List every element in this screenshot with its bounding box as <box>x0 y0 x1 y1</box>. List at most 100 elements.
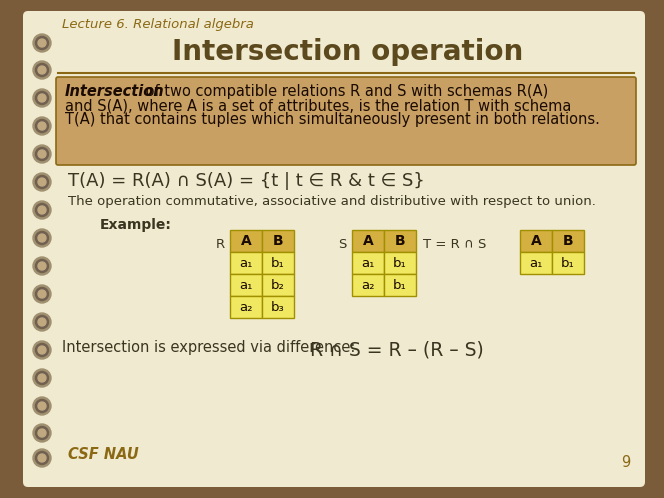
Text: Intersection: Intersection <box>65 84 165 99</box>
Text: B: B <box>394 234 405 248</box>
Circle shape <box>33 313 51 331</box>
Bar <box>230 230 262 252</box>
Text: The operation commutative, associative and distributive with respect to union.: The operation commutative, associative a… <box>68 195 596 208</box>
Text: a₁: a₁ <box>361 256 374 269</box>
Bar <box>262 274 294 296</box>
Text: of two compatible relations R and S with schemas R(A): of two compatible relations R and S with… <box>141 84 548 99</box>
Circle shape <box>38 454 46 462</box>
Circle shape <box>38 262 46 270</box>
Circle shape <box>33 285 51 303</box>
Text: S: S <box>338 238 347 251</box>
Text: R ∩ S = R – (R – S): R ∩ S = R – (R – S) <box>310 340 484 359</box>
Text: b₁: b₁ <box>393 256 407 269</box>
Text: B: B <box>273 234 284 248</box>
Bar <box>520 230 552 252</box>
Bar <box>520 252 552 274</box>
Circle shape <box>33 89 51 107</box>
Circle shape <box>35 120 48 132</box>
Text: Intersection is expressed via difference:: Intersection is expressed via difference… <box>62 340 360 355</box>
Bar <box>352 274 384 296</box>
FancyBboxPatch shape <box>56 77 636 165</box>
Text: a₂: a₂ <box>239 300 253 314</box>
Circle shape <box>33 369 51 387</box>
Circle shape <box>38 94 46 102</box>
Bar <box>230 274 262 296</box>
Bar <box>262 296 294 318</box>
Text: A: A <box>363 234 373 248</box>
Circle shape <box>38 150 46 158</box>
Circle shape <box>33 229 51 247</box>
Circle shape <box>33 397 51 415</box>
Circle shape <box>38 66 46 74</box>
Text: Intersection operation: Intersection operation <box>173 38 524 66</box>
Text: Example:: Example: <box>100 218 172 232</box>
Circle shape <box>33 145 51 163</box>
Bar <box>384 230 416 252</box>
Text: b₁: b₁ <box>271 256 285 269</box>
Circle shape <box>35 175 48 189</box>
Circle shape <box>33 61 51 79</box>
Text: 9: 9 <box>621 455 630 470</box>
Text: a₁: a₁ <box>239 256 253 269</box>
Bar <box>384 252 416 274</box>
Circle shape <box>35 344 48 357</box>
Circle shape <box>38 374 46 382</box>
Bar <box>552 252 584 274</box>
Bar <box>230 296 262 318</box>
Circle shape <box>33 424 51 442</box>
Bar <box>552 230 584 252</box>
Circle shape <box>38 402 46 410</box>
Circle shape <box>38 122 46 130</box>
Bar <box>352 230 384 252</box>
Circle shape <box>35 36 48 49</box>
Circle shape <box>35 316 48 329</box>
Text: R: R <box>216 238 225 251</box>
Circle shape <box>35 452 48 465</box>
Text: B: B <box>562 234 573 248</box>
Circle shape <box>33 34 51 52</box>
Circle shape <box>38 290 46 298</box>
Bar <box>262 230 294 252</box>
Circle shape <box>35 426 48 440</box>
Circle shape <box>33 449 51 467</box>
Circle shape <box>35 204 48 217</box>
Circle shape <box>35 147 48 160</box>
Circle shape <box>35 232 48 245</box>
Circle shape <box>33 117 51 135</box>
Circle shape <box>33 201 51 219</box>
Text: A: A <box>531 234 541 248</box>
Text: A: A <box>240 234 252 248</box>
Circle shape <box>35 92 48 105</box>
Circle shape <box>38 178 46 186</box>
Circle shape <box>35 399 48 412</box>
Text: b₁: b₁ <box>561 256 575 269</box>
Circle shape <box>35 287 48 300</box>
Text: b₂: b₂ <box>271 278 285 291</box>
Bar <box>352 252 384 274</box>
Circle shape <box>38 318 46 326</box>
Bar <box>230 252 262 274</box>
Circle shape <box>35 259 48 272</box>
Bar <box>384 274 416 296</box>
Text: T = R ∩ S: T = R ∩ S <box>423 238 486 251</box>
Text: b₃: b₃ <box>271 300 285 314</box>
Text: a₂: a₂ <box>361 278 374 291</box>
Circle shape <box>35 372 48 384</box>
FancyBboxPatch shape <box>23 11 645 487</box>
Text: T(A) that contains tuples which simultaneously present in both relations.: T(A) that contains tuples which simultan… <box>65 112 600 127</box>
Text: CSF NAU: CSF NAU <box>68 447 139 462</box>
Text: a₁: a₁ <box>239 278 253 291</box>
Circle shape <box>33 341 51 359</box>
Circle shape <box>38 429 46 437</box>
Text: b₁: b₁ <box>393 278 407 291</box>
Circle shape <box>38 206 46 214</box>
Circle shape <box>38 346 46 354</box>
Circle shape <box>38 234 46 242</box>
Text: and S(A), where A is a set of attributes, is the relation T with schema: and S(A), where A is a set of attributes… <box>65 98 572 113</box>
Text: T(A) = R(A) ∩ S(A) = {t | t ∈ R & t ∈ S}: T(A) = R(A) ∩ S(A) = {t | t ∈ R & t ∈ S} <box>68 172 425 190</box>
Text: a₁: a₁ <box>529 256 542 269</box>
Circle shape <box>35 64 48 77</box>
Bar <box>262 252 294 274</box>
Circle shape <box>33 173 51 191</box>
Circle shape <box>33 257 51 275</box>
